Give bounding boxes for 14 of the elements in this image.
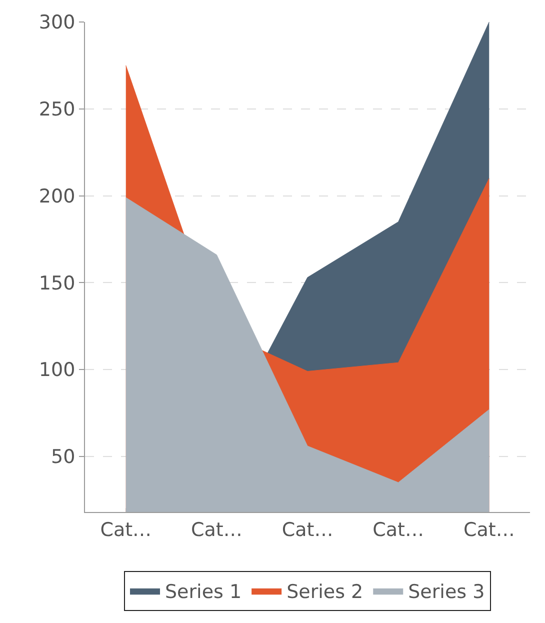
y-tick-label: 300 xyxy=(38,12,76,34)
x-tick-label: Cat… xyxy=(463,518,515,541)
y-tick-label: 150 xyxy=(38,272,76,294)
x-tick-label: Cat… xyxy=(100,518,152,541)
y-tick-label: 100 xyxy=(38,359,76,382)
y-tick-label: 250 xyxy=(38,98,76,121)
legend-label: Series 1 xyxy=(165,581,242,604)
legend-label: Series 2 xyxy=(286,581,364,604)
x-tick-label: Cat… xyxy=(282,518,334,541)
y-tick-label: 200 xyxy=(38,185,76,208)
x-tick-label: Cat… xyxy=(372,518,424,541)
y-tick-label: 50 xyxy=(51,446,76,468)
x-tick-label: Cat… xyxy=(191,518,242,541)
legend-label: Series 3 xyxy=(408,581,485,604)
